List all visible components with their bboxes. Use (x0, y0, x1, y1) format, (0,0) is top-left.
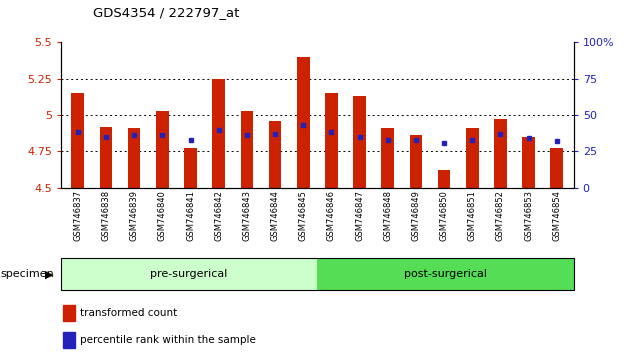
Bar (63, 332, 75, 348)
Bar (466, 128, 479, 188)
Text: GSM746844: GSM746844 (271, 190, 279, 241)
Text: pre-surgerical: pre-surgerical (151, 269, 228, 279)
Text: GSM746841: GSM746841 (186, 190, 195, 241)
Bar (438, 170, 451, 188)
Text: GSM746849: GSM746849 (412, 190, 420, 241)
Text: GSM746838: GSM746838 (101, 190, 110, 241)
Text: GSM746851: GSM746851 (468, 190, 477, 241)
Bar (156, 111, 169, 188)
Bar (61, 258, 317, 290)
Text: post-surgerical: post-surgerical (404, 269, 487, 279)
Text: percentile rank within the sample: percentile rank within the sample (80, 335, 256, 346)
Text: GSM746853: GSM746853 (524, 190, 533, 241)
Text: GSM746850: GSM746850 (440, 190, 449, 241)
Text: transformed count: transformed count (80, 308, 178, 318)
Bar (99, 127, 112, 188)
Bar (128, 128, 140, 188)
Bar (317, 258, 574, 290)
Text: GSM746837: GSM746837 (73, 190, 82, 241)
Bar (522, 137, 535, 188)
Text: GDS4354 / 222797_at: GDS4354 / 222797_at (93, 6, 239, 19)
Bar (63, 305, 75, 321)
Bar (240, 111, 253, 188)
Text: GSM746854: GSM746854 (553, 190, 562, 241)
Text: GSM746846: GSM746846 (327, 190, 336, 241)
Bar (269, 121, 281, 188)
Bar (494, 119, 507, 188)
Text: GSM746839: GSM746839 (129, 190, 138, 241)
Bar (184, 148, 197, 188)
Text: GSM746843: GSM746843 (242, 190, 251, 241)
Text: specimen: specimen (0, 269, 54, 279)
Text: GSM746847: GSM746847 (355, 190, 364, 241)
Bar (212, 79, 225, 188)
Text: GSM746852: GSM746852 (496, 190, 505, 241)
Text: GSM746840: GSM746840 (158, 190, 167, 241)
Text: GSM746842: GSM746842 (214, 190, 223, 241)
Bar (325, 93, 338, 188)
Text: GSM746848: GSM746848 (383, 190, 392, 241)
Bar (71, 93, 84, 188)
Bar (551, 148, 563, 188)
Text: ▶: ▶ (45, 269, 53, 279)
Bar (381, 128, 394, 188)
Bar (410, 135, 422, 188)
Bar (353, 96, 366, 188)
Text: GSM746845: GSM746845 (299, 190, 308, 241)
Bar (297, 57, 310, 188)
